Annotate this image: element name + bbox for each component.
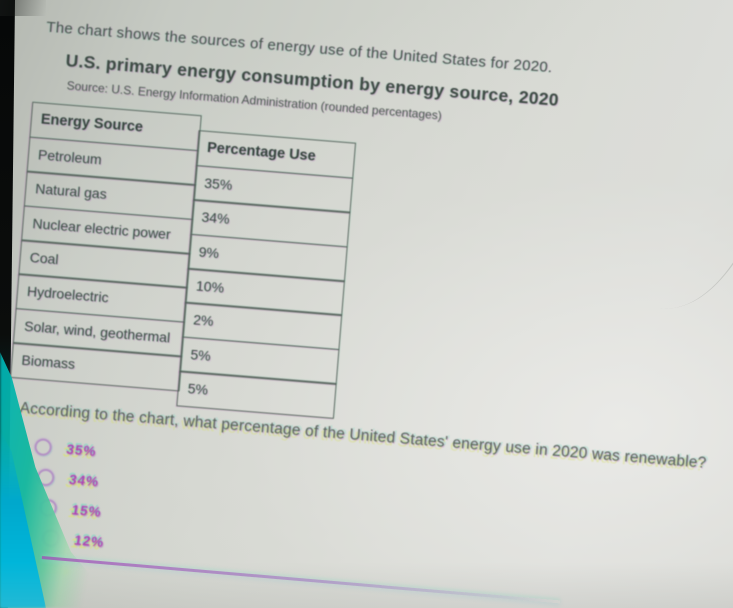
answer-option-label: 34% [67, 471, 101, 489]
bottom-shadow [0, 562, 733, 608]
question-text: According to the chart, what percentage … [18, 399, 708, 472]
quiz-page: The chart shows the sources of energy us… [0, 6, 733, 608]
table-column-percentage: Percentage Use 35% 34% 9% 10% 2% 5% 5% [176, 130, 357, 420]
answer-option-label: 15% [70, 501, 103, 519]
radio-button-icon[interactable] [34, 437, 53, 456]
energy-table: Energy Source Petroleum Natural gas Nucl… [7, 102, 361, 439]
corner-shadow [0, 0, 46, 16]
table-column-source: Energy Source Petroleum Natural gas Nucl… [10, 102, 202, 392]
answer-option-label: 35% [65, 441, 98, 459]
answer-option-label: 12% [73, 532, 106, 550]
